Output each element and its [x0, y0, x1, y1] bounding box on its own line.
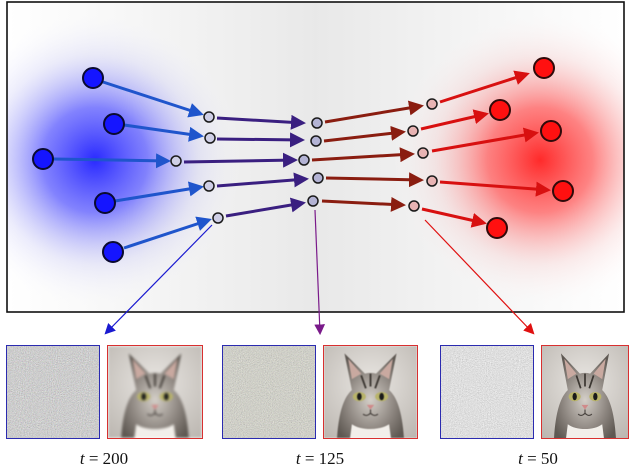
intermediate-dot [310, 135, 322, 147]
pointer-arrow-t200 [104, 224, 213, 335]
target-dot [540, 120, 562, 142]
cat-image-icon [107, 345, 203, 439]
stage1-samples [170, 111, 224, 224]
equals-sign: = [304, 449, 315, 468]
intermediate-dot [312, 172, 324, 184]
target-samples [486, 57, 574, 239]
intermediate-dot [311, 117, 323, 129]
target-dot [486, 217, 508, 239]
noise-image-icon [440, 345, 534, 439]
arrows-stage2-to-stage3 [311, 100, 424, 212]
t-value: 50 [540, 449, 558, 468]
intermediate-dot [203, 111, 215, 123]
arrows-stage3-to-target [420, 70, 551, 228]
intermediate-dot [203, 180, 215, 192]
diagram-frame [6, 1, 625, 313]
intermediate-dot [417, 147, 429, 159]
source-dot [94, 192, 116, 214]
target-dot [489, 99, 511, 121]
noise-image-icon [6, 345, 100, 439]
distribution-background [7, 2, 624, 312]
t-symbol: t [79, 449, 85, 468]
source-samples [32, 67, 125, 263]
stage3-samples [407, 98, 438, 212]
source-dot [32, 148, 54, 170]
target-dot [533, 57, 555, 79]
source-dot [103, 113, 125, 135]
target-dot [552, 180, 574, 202]
pointer-arrow-t125 [314, 209, 326, 336]
t-value: 200 [102, 449, 129, 468]
intermediate-dot [408, 200, 420, 212]
intermediate-dot [298, 154, 310, 166]
stage2-samples [298, 117, 324, 207]
t-symbol: t [518, 449, 523, 468]
arrows-source-to-stage1 [53, 80, 212, 250]
pointer-arrow-t50 [424, 219, 535, 335]
intermediate-dot [426, 175, 438, 187]
t-symbol: t [295, 449, 301, 468]
source-dot [82, 67, 104, 89]
t-value: 125 [318, 449, 345, 468]
cat-image-icon [541, 345, 629, 439]
equals-sign: = [88, 449, 99, 468]
intermediate-dot [170, 155, 182, 167]
intermediate-dot [212, 212, 224, 224]
intermediate-dot [204, 132, 216, 144]
timestep-caption-t50: t = 50 [478, 449, 598, 469]
equals-sign: = [527, 449, 537, 468]
noise-image-icon [222, 345, 316, 439]
intermediate-dot [407, 125, 419, 137]
arrows-stage1-to-stage2 [183, 114, 309, 218]
intermediate-dot [426, 98, 438, 110]
timestep-caption-t125: t = 125 [260, 449, 380, 469]
timestep-caption-t200: t = 200 [44, 449, 164, 469]
source-dot [102, 241, 124, 263]
intermediate-dot [307, 195, 319, 207]
cat-image-icon [323, 345, 418, 439]
